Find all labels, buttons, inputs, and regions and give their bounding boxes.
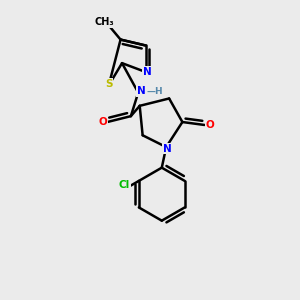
- Text: S: S: [105, 79, 112, 89]
- Text: —H: —H: [146, 87, 163, 96]
- Text: O: O: [206, 120, 215, 130]
- Text: Cl: Cl: [119, 180, 130, 190]
- Text: CH₃: CH₃: [94, 17, 114, 27]
- Text: N: N: [137, 86, 146, 96]
- Text: N: N: [143, 67, 152, 77]
- Text: O: O: [98, 117, 107, 127]
- Text: N: N: [163, 143, 172, 154]
